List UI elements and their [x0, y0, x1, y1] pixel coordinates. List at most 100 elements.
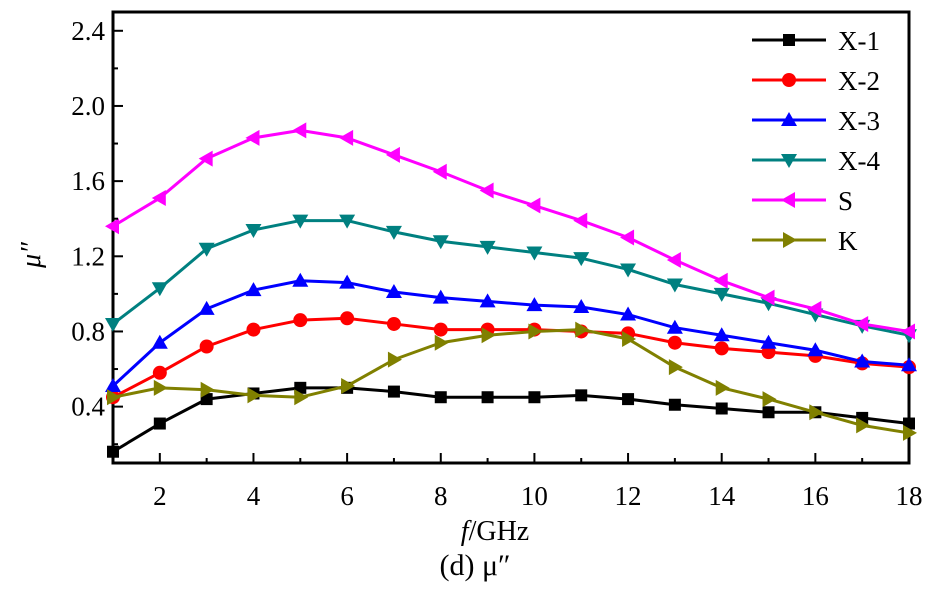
- data-point-x-2: [293, 313, 308, 328]
- data-point-x-4: [292, 214, 309, 229]
- y-tick-label: 0.4: [71, 392, 105, 422]
- data-point-k: [856, 417, 871, 434]
- data-point-k: [668, 359, 683, 376]
- data-point-x-2: [667, 335, 682, 350]
- legend-swatch-marker: [781, 192, 795, 208]
- data-point-s: [292, 122, 307, 139]
- series-line-x-2: [112, 316, 910, 399]
- data-point-x-1: [294, 381, 307, 394]
- data-point-x-3: [479, 293, 496, 308]
- data-point-s: [105, 218, 119, 235]
- data-point-s: [573, 212, 588, 229]
- legend-label: X-1: [838, 26, 880, 56]
- data-point-x-3: [151, 334, 168, 349]
- data-point-x-3: [245, 282, 262, 297]
- data-point-x-3: [105, 377, 121, 392]
- y-tick-label: 1.2: [71, 241, 105, 271]
- x-tick-label: 8: [434, 481, 448, 511]
- x-tick-label: 16: [802, 481, 829, 511]
- x-axis-title-unit: /GHz: [469, 516, 530, 547]
- y-axis-title: μ″: [16, 242, 47, 269]
- data-point-x-3: [901, 357, 917, 372]
- legend-swatch-marker: [782, 73, 796, 87]
- data-point-k: [481, 327, 496, 344]
- data-point-x-1: [200, 393, 213, 406]
- legend-swatch-marker: [781, 112, 797, 126]
- data-point-s: [526, 197, 541, 214]
- x-tick-label: 6: [340, 481, 354, 511]
- data-point-s: [854, 315, 869, 332]
- data-point-k: [575, 321, 590, 338]
- data-point-x-4: [432, 235, 449, 250]
- x-axis-title: f/GHz: [461, 516, 529, 547]
- data-point-x-3: [620, 306, 637, 321]
- data-point-x-3: [292, 272, 309, 287]
- data-point-x-2: [433, 322, 448, 337]
- series-line-x-4: [112, 219, 910, 337]
- data-point-x-2: [714, 341, 729, 356]
- data-point-s: [479, 182, 494, 199]
- data-point-k: [715, 379, 730, 396]
- data-point-x-2: [246, 322, 261, 337]
- data-point-x-3: [339, 274, 356, 289]
- data-point-k: [200, 381, 215, 398]
- legend-swatch-marker: [783, 232, 797, 248]
- legend-swatch-marker: [783, 34, 795, 46]
- data-point-s: [760, 289, 775, 306]
- y-tick-label: 1.6: [71, 166, 105, 196]
- data-point-s: [713, 272, 728, 289]
- data-point-x-4: [198, 242, 215, 257]
- data-point-x-3: [526, 297, 543, 312]
- legend-entry-x-4: X-4: [752, 146, 880, 176]
- data-point-k: [528, 323, 543, 340]
- data-point-k: [107, 389, 121, 406]
- data-point-s: [339, 129, 354, 146]
- data-point-k: [247, 387, 262, 404]
- legend-label: K: [838, 226, 858, 256]
- legend-entry-s: S: [752, 186, 853, 216]
- x-tick-label: 4: [247, 481, 261, 511]
- data-point-s: [620, 229, 635, 246]
- legend-entry-x-2: X-2: [752, 66, 880, 96]
- data-point-x-4: [151, 282, 168, 297]
- data-point-x-3: [573, 299, 590, 314]
- data-point-x-1: [668, 398, 681, 411]
- data-point-s: [151, 190, 166, 207]
- x-tick-label: 18: [896, 481, 923, 511]
- x-tick-label: 10: [521, 481, 548, 511]
- series-line-s: [112, 128, 910, 333]
- y-tick-label: 2.0: [71, 91, 105, 121]
- x-tick-label: 2: [153, 481, 167, 511]
- y-tick-label: 0.8: [71, 316, 105, 346]
- data-point-k: [809, 404, 824, 421]
- data-point-x-4: [666, 278, 683, 293]
- legend-label: S: [838, 186, 853, 216]
- data-point-x-1: [387, 385, 400, 398]
- series-line-k: [112, 328, 910, 435]
- plot-area-frame: [111, 10, 911, 465]
- series-x-2: [106, 311, 916, 405]
- data-point-x-1: [715, 402, 728, 415]
- data-point-x-2: [386, 316, 401, 331]
- series-k: [107, 321, 917, 441]
- data-point-x-4: [479, 240, 496, 255]
- data-point-x-4: [385, 225, 402, 240]
- data-point-x-1: [528, 391, 541, 404]
- data-point-s: [198, 150, 213, 167]
- legend-entry-k: K: [752, 226, 858, 256]
- data-point-x-1: [622, 393, 635, 406]
- data-point-k: [434, 334, 449, 351]
- series-line-x-1: [112, 386, 910, 454]
- data-point-x-3: [854, 353, 871, 368]
- data-point-s: [385, 146, 400, 163]
- data-point-s: [901, 323, 915, 340]
- data-point-x-2: [340, 311, 355, 326]
- series-line-x-3: [111, 279, 910, 388]
- legend-entry-x-3: X-3: [752, 106, 880, 136]
- x-tick-label: 12: [615, 481, 642, 511]
- series-s: [105, 122, 915, 340]
- data-point-x-4: [245, 223, 262, 238]
- x-tick-label: 14: [708, 481, 736, 511]
- series-x-4: [105, 214, 917, 344]
